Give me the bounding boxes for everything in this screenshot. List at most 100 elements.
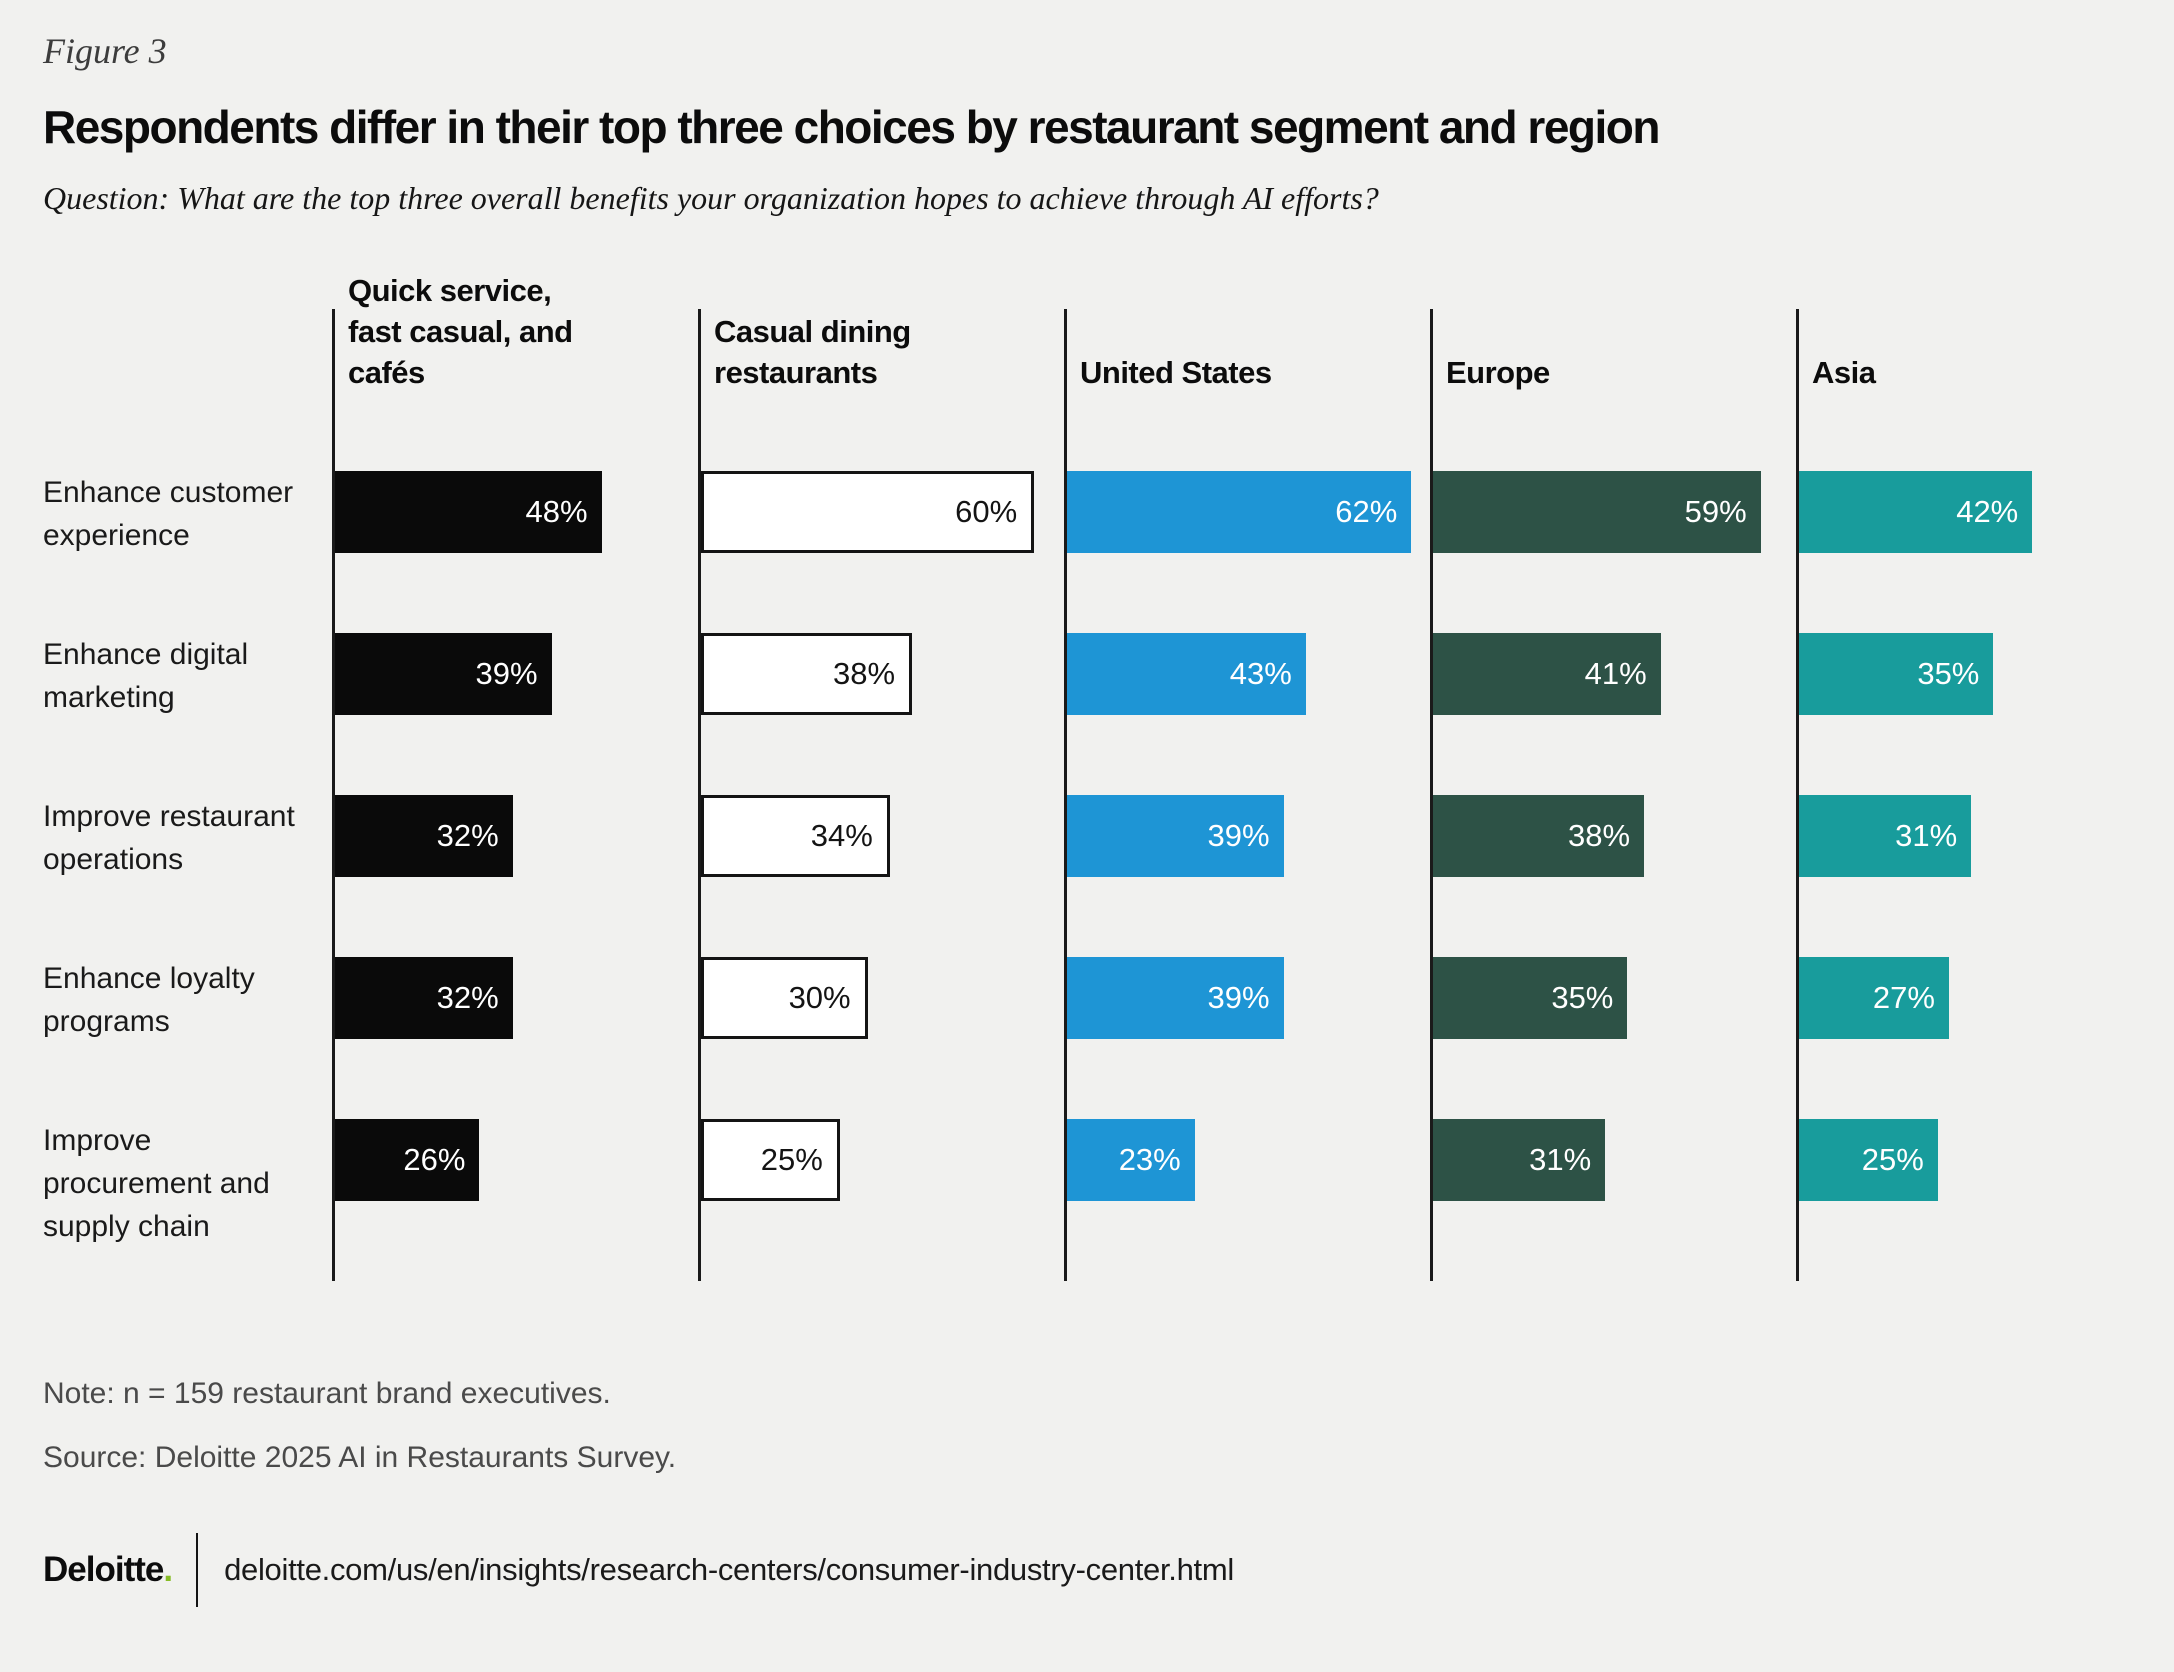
footer-url: deloitte.com/us/en/insights/research-cen… xyxy=(224,1552,1234,1587)
bar-row: 25% xyxy=(1799,1119,2162,1281)
header-spacer xyxy=(43,309,332,471)
row-label-cell: Enhance customer experience xyxy=(43,471,332,633)
bar-value-label: 23% xyxy=(1118,1142,1181,1177)
bar: 59% xyxy=(1433,471,1761,553)
bar: 43% xyxy=(1067,633,1306,715)
bar-value-label: 42% xyxy=(1956,494,2019,529)
bar-value-label: 30% xyxy=(788,980,851,1015)
bar: 23% xyxy=(1067,1119,1195,1201)
chart-panel-casual-dining-restaurants: Casual dining restaurants 60% 38% 34% 30% 25% xyxy=(698,309,1064,1281)
row-label: Enhance loyalty programs xyxy=(43,962,255,1038)
bar-value-label: 39% xyxy=(1207,818,1270,853)
source-text: Source: Deloitte 2025 AI in Restaurants … xyxy=(43,1441,677,1474)
row-label-cell: Improve restaurant operations xyxy=(43,795,332,957)
panel-header-cell: Casual dining restaurants xyxy=(701,309,1064,471)
bar-value-label: 32% xyxy=(436,818,499,853)
bar-row: 35% xyxy=(1799,633,2162,795)
bar-row: 39% xyxy=(335,633,698,795)
bar-value-label: 60% xyxy=(955,494,1018,529)
bar-row: 31% xyxy=(1799,795,2162,957)
bar-row: 59% xyxy=(1433,471,1796,633)
deloitte-logo: Deloitte. xyxy=(43,1550,173,1590)
bar-value-label: 25% xyxy=(760,1142,823,1177)
footer: Deloitte. deloitte.com/us/en/insights/re… xyxy=(43,1533,2131,1607)
bar-value-label: 35% xyxy=(1917,656,1980,691)
bar: 32% xyxy=(335,795,513,877)
bar-row: 35% xyxy=(1433,957,1796,1119)
bar-value-label: 32% xyxy=(436,980,499,1015)
panel-header-cell: Quick service, fast casual, and cafés xyxy=(335,273,698,471)
bar-chart: Enhance customer experience Enhance digit… xyxy=(43,273,2131,1281)
chart-panel-united-states: United States 62% 43% 39% 39% 23% xyxy=(1064,309,1430,1281)
series-header: Quick service, fast casual, and cafés xyxy=(348,273,573,390)
bar: 60% xyxy=(701,471,1035,553)
bar-row: 43% xyxy=(1067,633,1430,795)
bar-row: 32% xyxy=(335,795,698,957)
bar-value-label: 25% xyxy=(1861,1142,1924,1177)
bar-row: 31% xyxy=(1433,1119,1796,1281)
bar-row: 34% xyxy=(701,795,1064,957)
bar: 25% xyxy=(1799,1119,1938,1201)
row-label-cell: Enhance digital marketing xyxy=(43,633,332,795)
bar-value-label: 27% xyxy=(1872,980,1935,1015)
bar-row: 39% xyxy=(1067,957,1430,1119)
row-label: Enhance digital marketing xyxy=(43,638,249,714)
bar: 31% xyxy=(1799,795,1972,877)
bar: 31% xyxy=(1433,1119,1606,1201)
bar-value-label: 31% xyxy=(1529,1142,1592,1177)
bar-value-label: 31% xyxy=(1895,818,1958,853)
bar: 38% xyxy=(701,633,913,715)
row-label-cell: Enhance loyalty programs xyxy=(43,957,332,1119)
bar-value-label: 48% xyxy=(525,494,588,529)
bar-row: 32% xyxy=(335,957,698,1119)
bar-value-label: 35% xyxy=(1551,980,1614,1015)
series-header: United States xyxy=(1080,355,1272,390)
bar: 39% xyxy=(1067,957,1284,1039)
row-label-cell: Improve procurement and supply chain xyxy=(43,1119,332,1281)
bar-value-label: 39% xyxy=(1207,980,1270,1015)
bar: 38% xyxy=(1433,795,1645,877)
row-label: Enhance customer experience xyxy=(43,476,294,552)
bar: 35% xyxy=(1799,633,1994,715)
bar: 41% xyxy=(1433,633,1661,715)
deloitte-logo-dot: . xyxy=(163,1550,173,1589)
bar-value-label: 38% xyxy=(1568,818,1631,853)
bar-value-label: 39% xyxy=(475,656,538,691)
bar-row: 26% xyxy=(335,1119,698,1281)
figure-page: Figure 3 Respondents differ in their top… xyxy=(0,30,2174,1607)
figure-question: Question: What are the top three overall… xyxy=(43,180,1379,216)
panel-header-cell: Europe xyxy=(1433,309,1796,471)
row-label: Improve restaurant operations xyxy=(43,800,295,876)
bar: 32% xyxy=(335,957,513,1039)
panel-header-cell: Asia xyxy=(1799,309,2162,471)
chart-panel-asia: Asia 42% 35% 31% 27% 25% xyxy=(1796,309,2162,1281)
bar-value-label: 62% xyxy=(1335,494,1398,529)
bar: 42% xyxy=(1799,471,2033,553)
bar-value-label: 34% xyxy=(810,818,873,853)
bar: 25% xyxy=(701,1119,840,1201)
bar: 35% xyxy=(1433,957,1628,1039)
bar-row: 60% xyxy=(701,471,1064,633)
bar-row: 48% xyxy=(335,471,698,633)
deloitte-logo-text: Deloitte xyxy=(43,1550,164,1589)
bar-row: 38% xyxy=(701,633,1064,795)
bar: 27% xyxy=(1799,957,1949,1039)
series-header: Europe xyxy=(1446,355,1550,390)
chart-panel-quick-service-fast-casual-and-caf-s: Quick service, fast casual, and cafés 48%… xyxy=(332,273,698,1281)
series-header: Asia xyxy=(1812,355,1876,390)
bar: 34% xyxy=(701,795,890,877)
bar: 26% xyxy=(335,1119,480,1201)
bar-row: 38% xyxy=(1433,795,1796,957)
bar-row: 42% xyxy=(1799,471,2162,633)
bar-row: 41% xyxy=(1433,633,1796,795)
panel-header-cell: United States xyxy=(1067,309,1430,471)
note-text: Note: n = 159 restaurant brand executive… xyxy=(43,1377,611,1410)
bar-row: 30% xyxy=(701,957,1064,1119)
bar: 62% xyxy=(1067,471,1412,553)
figure-label: Figure 3 xyxy=(43,31,167,71)
bar-value-label: 41% xyxy=(1584,656,1647,691)
bar-row: 39% xyxy=(1067,795,1430,957)
footer-divider xyxy=(196,1533,199,1607)
series-header: Casual dining restaurants xyxy=(714,314,911,390)
bar-value-label: 26% xyxy=(403,1142,466,1177)
